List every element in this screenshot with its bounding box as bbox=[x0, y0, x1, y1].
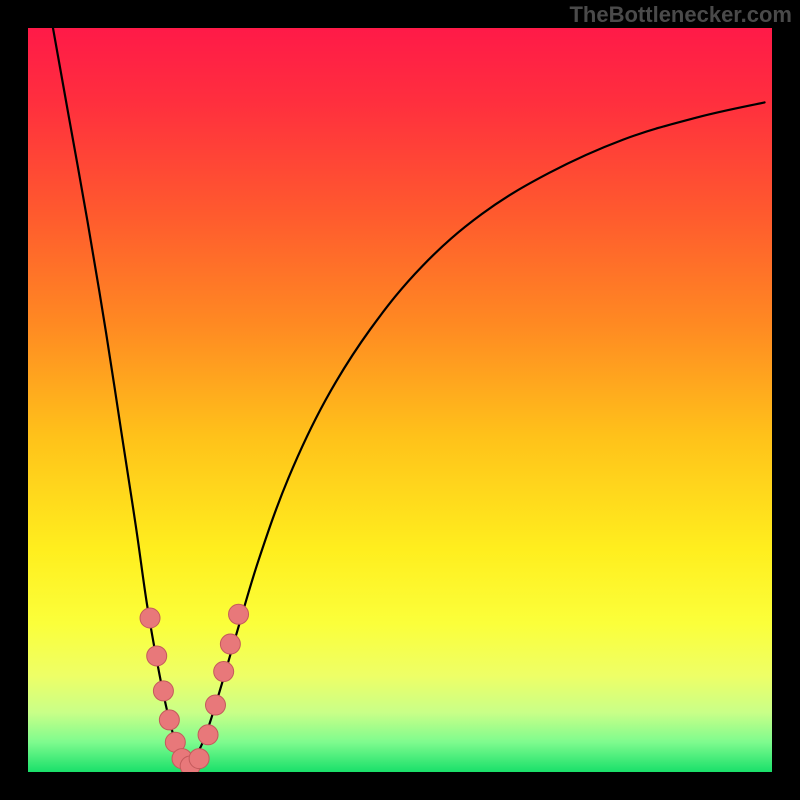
chart-overlay bbox=[28, 28, 772, 772]
data-marker bbox=[147, 646, 167, 666]
plot-area bbox=[28, 28, 772, 772]
data-marker bbox=[229, 604, 249, 624]
data-marker bbox=[159, 710, 179, 730]
data-marker bbox=[189, 749, 209, 769]
data-marker bbox=[140, 608, 160, 628]
data-marker bbox=[205, 695, 225, 715]
marker-group bbox=[140, 604, 249, 772]
data-marker bbox=[220, 634, 240, 654]
curve-left bbox=[50, 28, 188, 768]
curve-right bbox=[188, 102, 765, 768]
data-marker bbox=[153, 681, 173, 701]
data-marker bbox=[198, 725, 218, 745]
watermark-text: TheBottlenecker.com bbox=[569, 2, 792, 28]
data-marker bbox=[214, 662, 234, 682]
